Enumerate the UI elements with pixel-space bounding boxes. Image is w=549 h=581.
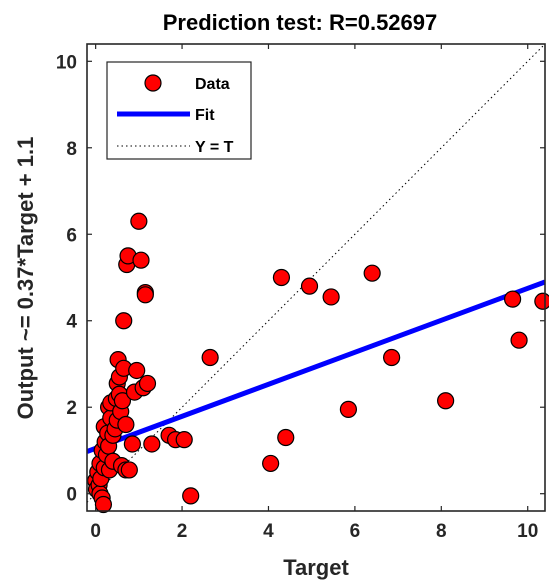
data-point bbox=[138, 374, 157, 393]
y-tick-label: 0 bbox=[66, 485, 77, 506]
data-point bbox=[363, 264, 381, 282]
data-point bbox=[277, 428, 295, 447]
ticks-layer: 0 2 4 6 8 10 0 2 4 6 8 10 bbox=[56, 44, 545, 542]
data-point bbox=[503, 290, 522, 308]
lines-layer bbox=[87, 44, 545, 503]
legend-identity-label: Y = T bbox=[195, 139, 234, 156]
y-tick-label: 6 bbox=[66, 225, 77, 246]
data-point bbox=[128, 361, 146, 380]
data-point bbox=[182, 487, 200, 505]
fit-line bbox=[87, 279, 545, 454]
data-point bbox=[113, 392, 132, 410]
data-point bbox=[130, 212, 148, 230]
data-point bbox=[175, 431, 193, 449]
x-tick-label: 6 bbox=[350, 521, 361, 542]
data-point bbox=[115, 312, 133, 330]
y-tick-label: 2 bbox=[66, 398, 77, 419]
data-point bbox=[322, 288, 340, 306]
data-point bbox=[534, 292, 549, 310]
data-point bbox=[117, 415, 135, 434]
y-tick-label: 4 bbox=[66, 312, 77, 333]
data-point bbox=[136, 286, 154, 304]
x-tick-label: 0 bbox=[90, 521, 101, 542]
data-point bbox=[132, 251, 150, 269]
legend: Data Fit Y = T bbox=[106, 61, 252, 160]
data-point bbox=[437, 392, 455, 410]
data-points-layer bbox=[87, 212, 549, 514]
data-point bbox=[120, 461, 138, 479]
data-point bbox=[94, 495, 113, 514]
data-point bbox=[262, 454, 280, 473]
data-point bbox=[201, 348, 219, 367]
data-point bbox=[339, 400, 358, 418]
x-tick-label: 8 bbox=[436, 521, 447, 542]
y-axis-label: Output ~= 0.37*Target + 1.1 bbox=[13, 137, 38, 420]
y-tick-label: 8 bbox=[66, 139, 77, 160]
legend-box bbox=[106, 61, 252, 160]
plot-area: 0 2 4 6 8 10 0 2 4 6 8 10 bbox=[56, 43, 549, 542]
data-point bbox=[300, 277, 319, 295]
chart-title: Prediction test: R=0.52697 bbox=[163, 10, 438, 35]
data-point bbox=[272, 268, 291, 287]
x-tick-label: 10 bbox=[517, 521, 538, 542]
plot-frame bbox=[86, 43, 546, 512]
data-point bbox=[123, 435, 141, 453]
y-tick-label: 10 bbox=[56, 52, 77, 73]
data-point bbox=[143, 435, 161, 453]
legend-data-marker bbox=[144, 74, 162, 92]
x-tick-label: 2 bbox=[177, 521, 188, 542]
legend-fit-label: Fit bbox=[195, 107, 215, 124]
x-tick-label: 4 bbox=[263, 521, 274, 542]
x-axis-label: Target bbox=[283, 555, 349, 580]
data-point bbox=[510, 331, 528, 349]
data-point bbox=[383, 348, 401, 367]
legend-data-label: Data bbox=[195, 76, 230, 93]
